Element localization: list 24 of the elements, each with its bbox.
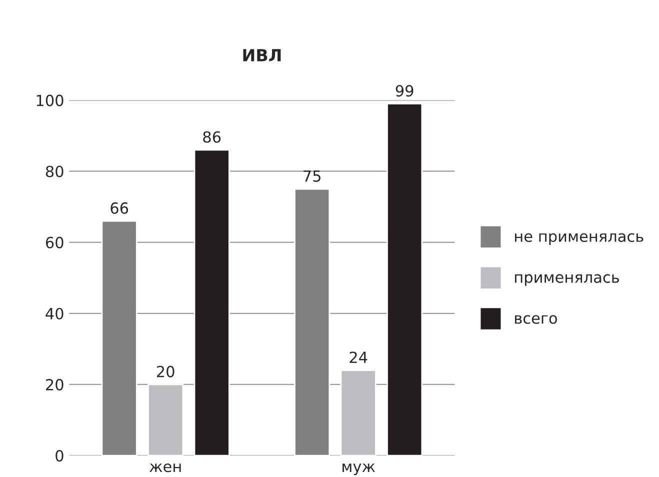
- data-label: 86: [203, 131, 221, 143]
- y-tick-label: 80: [46, 166, 64, 178]
- data-label: 66: [110, 202, 128, 214]
- bar: [101, 220, 138, 456]
- y-tick-label: 40: [46, 308, 64, 320]
- y-tick-label: 20: [46, 378, 64, 390]
- legend-label: не применялась: [515, 233, 644, 245]
- data-label: 99: [396, 85, 414, 97]
- x-tick-label: муж: [342, 464, 375, 476]
- y-tick-label: 100: [36, 94, 64, 106]
- data-label: 75: [304, 170, 320, 182]
- data-label: 24: [350, 352, 368, 363]
- chart-title: ИВЛ: [243, 49, 281, 62]
- bar: [294, 188, 330, 456]
- y-tick-label: 60: [46, 236, 64, 248]
- bar: [148, 384, 184, 456]
- y-tick-label: 0: [56, 450, 64, 462]
- x-tick-label: жен: [150, 463, 181, 472]
- bar: [340, 370, 376, 456]
- legend-label: применялась: [515, 274, 619, 286]
- data-label: 20: [156, 366, 174, 378]
- bar: [386, 103, 423, 456]
- legend-label: всего: [515, 315, 557, 324]
- bar: [194, 149, 230, 456]
